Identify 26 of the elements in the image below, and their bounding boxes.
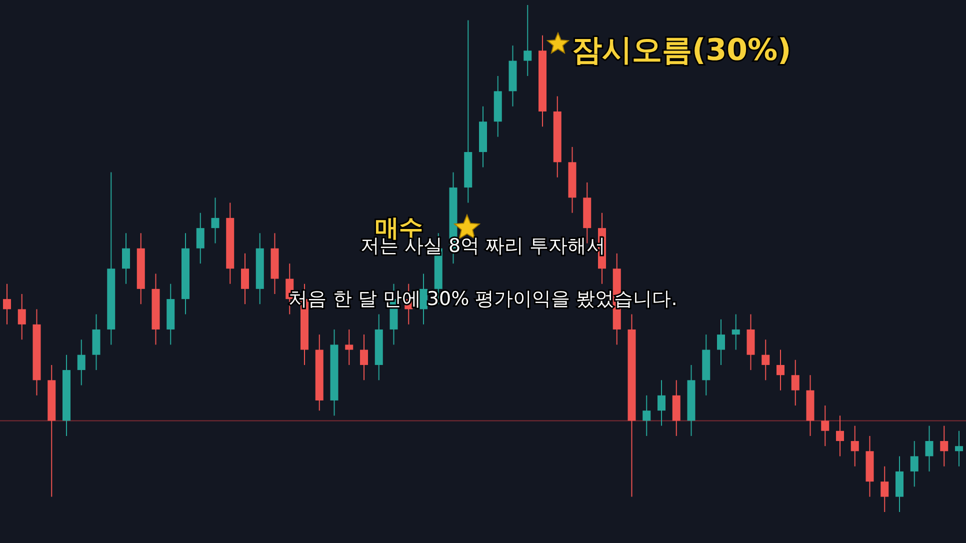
annotation: 잠시오름(30%): [572, 33, 792, 68]
candlestick: [717, 318, 725, 366]
candlestick: [791, 359, 800, 406]
candlestick: [821, 405, 830, 447]
candlestick: [658, 380, 666, 426]
candlestick: [776, 349, 784, 391]
candlestick: [77, 339, 86, 386]
candlestick: [196, 212, 204, 264]
candlestick: [345, 328, 354, 366]
candlestick: [18, 293, 26, 340]
candlestick: [910, 440, 918, 488]
candlestick: [524, 4, 532, 76]
candlestick: [360, 334, 368, 381]
candlestick: [880, 466, 889, 512]
candlestick: [955, 430, 963, 467]
candlestick: [925, 425, 934, 472]
candlestick: [850, 425, 859, 467]
candlestick: [642, 394, 651, 436]
candlestick: [836, 415, 844, 457]
candlestick: [122, 232, 130, 284]
candlestick: [762, 339, 770, 381]
candlestick: [732, 314, 740, 350]
candlestick: [211, 197, 220, 244]
candlestick: [940, 425, 948, 467]
candlestick: [3, 283, 11, 325]
candlestick: [241, 252, 249, 305]
